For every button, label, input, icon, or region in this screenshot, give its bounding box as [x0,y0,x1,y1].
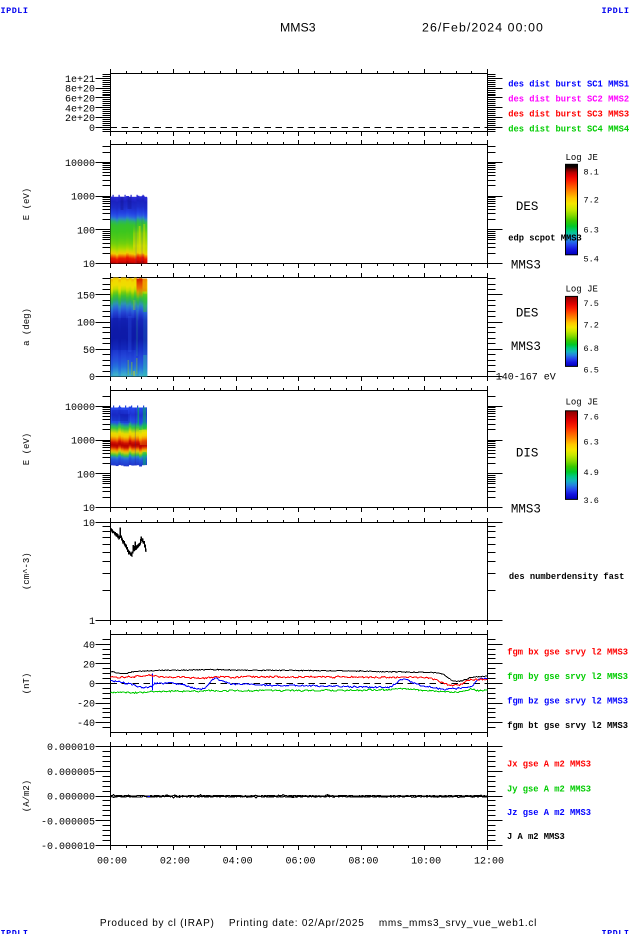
svg-text:06:00: 06:00 [285,857,315,868]
svg-text:0: 0 [89,373,95,384]
svg-text:04:00: 04:00 [223,857,253,868]
svg-text:(A/m2): (A/m2) [22,780,32,812]
svg-text:-0.000010: -0.000010 [41,842,95,853]
svg-text:8.1: 8.1 [584,168,599,178]
svg-text:J A m2 MMS3: J A m2 MMS3 [507,832,565,842]
svg-text:4.9: 4.9 [584,468,599,478]
svg-text:0.000010: 0.000010 [47,743,95,754]
svg-text:1000: 1000 [71,437,95,448]
svg-text:2e+20: 2e+20 [65,114,95,125]
svg-text:MMS3: MMS3 [511,340,541,354]
svg-text:10000: 10000 [65,159,95,170]
svg-text:DIS: DIS [516,446,539,460]
svg-text:fgm bx gse srvy l2 MMS3: fgm bx gse srvy l2 MMS3 [507,648,628,658]
svg-text:1e+21: 1e+21 [65,75,95,86]
svg-text:des dist burst SC1 MMS1: des dist burst SC1 MMS1 [508,80,629,90]
svg-text:Log JE: Log JE [566,398,598,408]
svg-text:12:00: 12:00 [474,857,504,868]
svg-text:0: 0 [89,680,95,691]
svg-text:Produced by cl (IRAP) Printin: Produced by cl (IRAP) Printing date: 02/… [100,918,537,929]
svg-text:0: 0 [89,124,95,135]
svg-text:4e+20: 4e+20 [65,104,95,115]
svg-text:E (eV): E (eV) [22,433,32,465]
svg-text:0.000005: 0.000005 [47,768,95,779]
svg-text:Jz gse A m2 MMS3: Jz gse A m2 MMS3 [507,808,591,818]
svg-text:7.2: 7.2 [584,196,599,206]
svg-text:7.5: 7.5 [584,299,599,309]
svg-text:50: 50 [83,346,95,357]
svg-text:des dist burst SC4 MMS4: des dist burst SC4 MMS4 [508,124,629,134]
svg-text:10: 10 [83,519,95,530]
svg-text:6.8: 6.8 [584,344,599,354]
svg-text:6e+20: 6e+20 [65,94,95,105]
svg-text:20: 20 [83,660,95,671]
svg-text:(cm^-3): (cm^-3) [22,552,32,590]
svg-text:DES: DES [516,200,539,214]
svg-text:IPDLI: IPDLI [601,6,629,16]
svg-text:0.000000: 0.000000 [47,793,95,804]
svg-text:edp scpot MMS3: edp scpot MMS3 [508,234,582,244]
svg-text:6.5: 6.5 [584,365,599,375]
svg-text:des dist burst SC3 MMS3: des dist burst SC3 MMS3 [508,109,629,119]
svg-text:IPDLI: IPDLI [1,6,29,16]
svg-text:10: 10 [83,504,95,515]
svg-text:3.6: 3.6 [584,496,599,506]
svg-text:10:00: 10:00 [411,857,441,868]
svg-text:6.3: 6.3 [584,438,599,448]
svg-text:MMS3: MMS3 [511,258,541,272]
svg-text:10000: 10000 [65,403,95,414]
svg-text:02:00: 02:00 [160,857,190,868]
svg-text:MMS3: MMS3 [511,503,541,517]
svg-text:100: 100 [77,470,95,481]
svg-text:Log JE: Log JE [566,284,598,294]
svg-text:100: 100 [77,226,95,237]
svg-text:fgm by gse srvy l2 MMS3: fgm by gse srvy l2 MMS3 [507,672,628,682]
svg-text:Log JE: Log JE [566,153,598,163]
svg-text:26/Feb/2024 00:00: 26/Feb/2024 00:00 [422,21,544,35]
svg-text:140-167 eV: 140-167 eV [496,373,556,384]
svg-text:6.3: 6.3 [584,225,599,235]
svg-text:(nT): (nT) [22,673,32,695]
svg-text:des dist burst SC2 MMS2: des dist burst SC2 MMS2 [508,95,629,105]
svg-text:40: 40 [83,641,95,652]
svg-text:1000: 1000 [71,193,95,204]
svg-text:a (deg): a (deg) [22,308,32,346]
svg-text:DES: DES [516,306,539,320]
svg-text:8e+20: 8e+20 [65,85,95,96]
svg-text:7.2: 7.2 [584,320,599,330]
svg-text:des numberdensity fast MMS3: des numberdensity fast MMS3 [509,572,630,582]
svg-text:5.4: 5.4 [584,255,599,265]
svg-text:fgm bt gse srvy l2 MMS3: fgm bt gse srvy l2 MMS3 [507,721,628,731]
svg-text:fgm bz gse srvy l2 MMS3: fgm bz gse srvy l2 MMS3 [507,697,628,707]
svg-text:E (eV): E (eV) [22,188,32,220]
svg-text:1: 1 [89,617,95,628]
svg-text:IPDLI: IPDLI [601,929,629,934]
svg-text:00:00: 00:00 [97,857,127,868]
svg-text:08:00: 08:00 [348,857,378,868]
svg-text:7.6: 7.6 [584,413,599,423]
svg-text:IPDLI: IPDLI [1,929,29,934]
svg-text:-20: -20 [77,700,95,711]
svg-text:-40: -40 [77,719,95,730]
svg-text:Jy gse A m2 MMS3: Jy gse A m2 MMS3 [507,784,591,794]
svg-text:100: 100 [77,319,95,330]
svg-text:10: 10 [83,260,95,271]
svg-text:MMS3: MMS3 [280,21,316,35]
svg-text:150: 150 [77,291,95,302]
svg-text:-0.000005: -0.000005 [41,817,95,828]
svg-text:Jx gse A m2 MMS3: Jx gse A m2 MMS3 [507,760,591,770]
